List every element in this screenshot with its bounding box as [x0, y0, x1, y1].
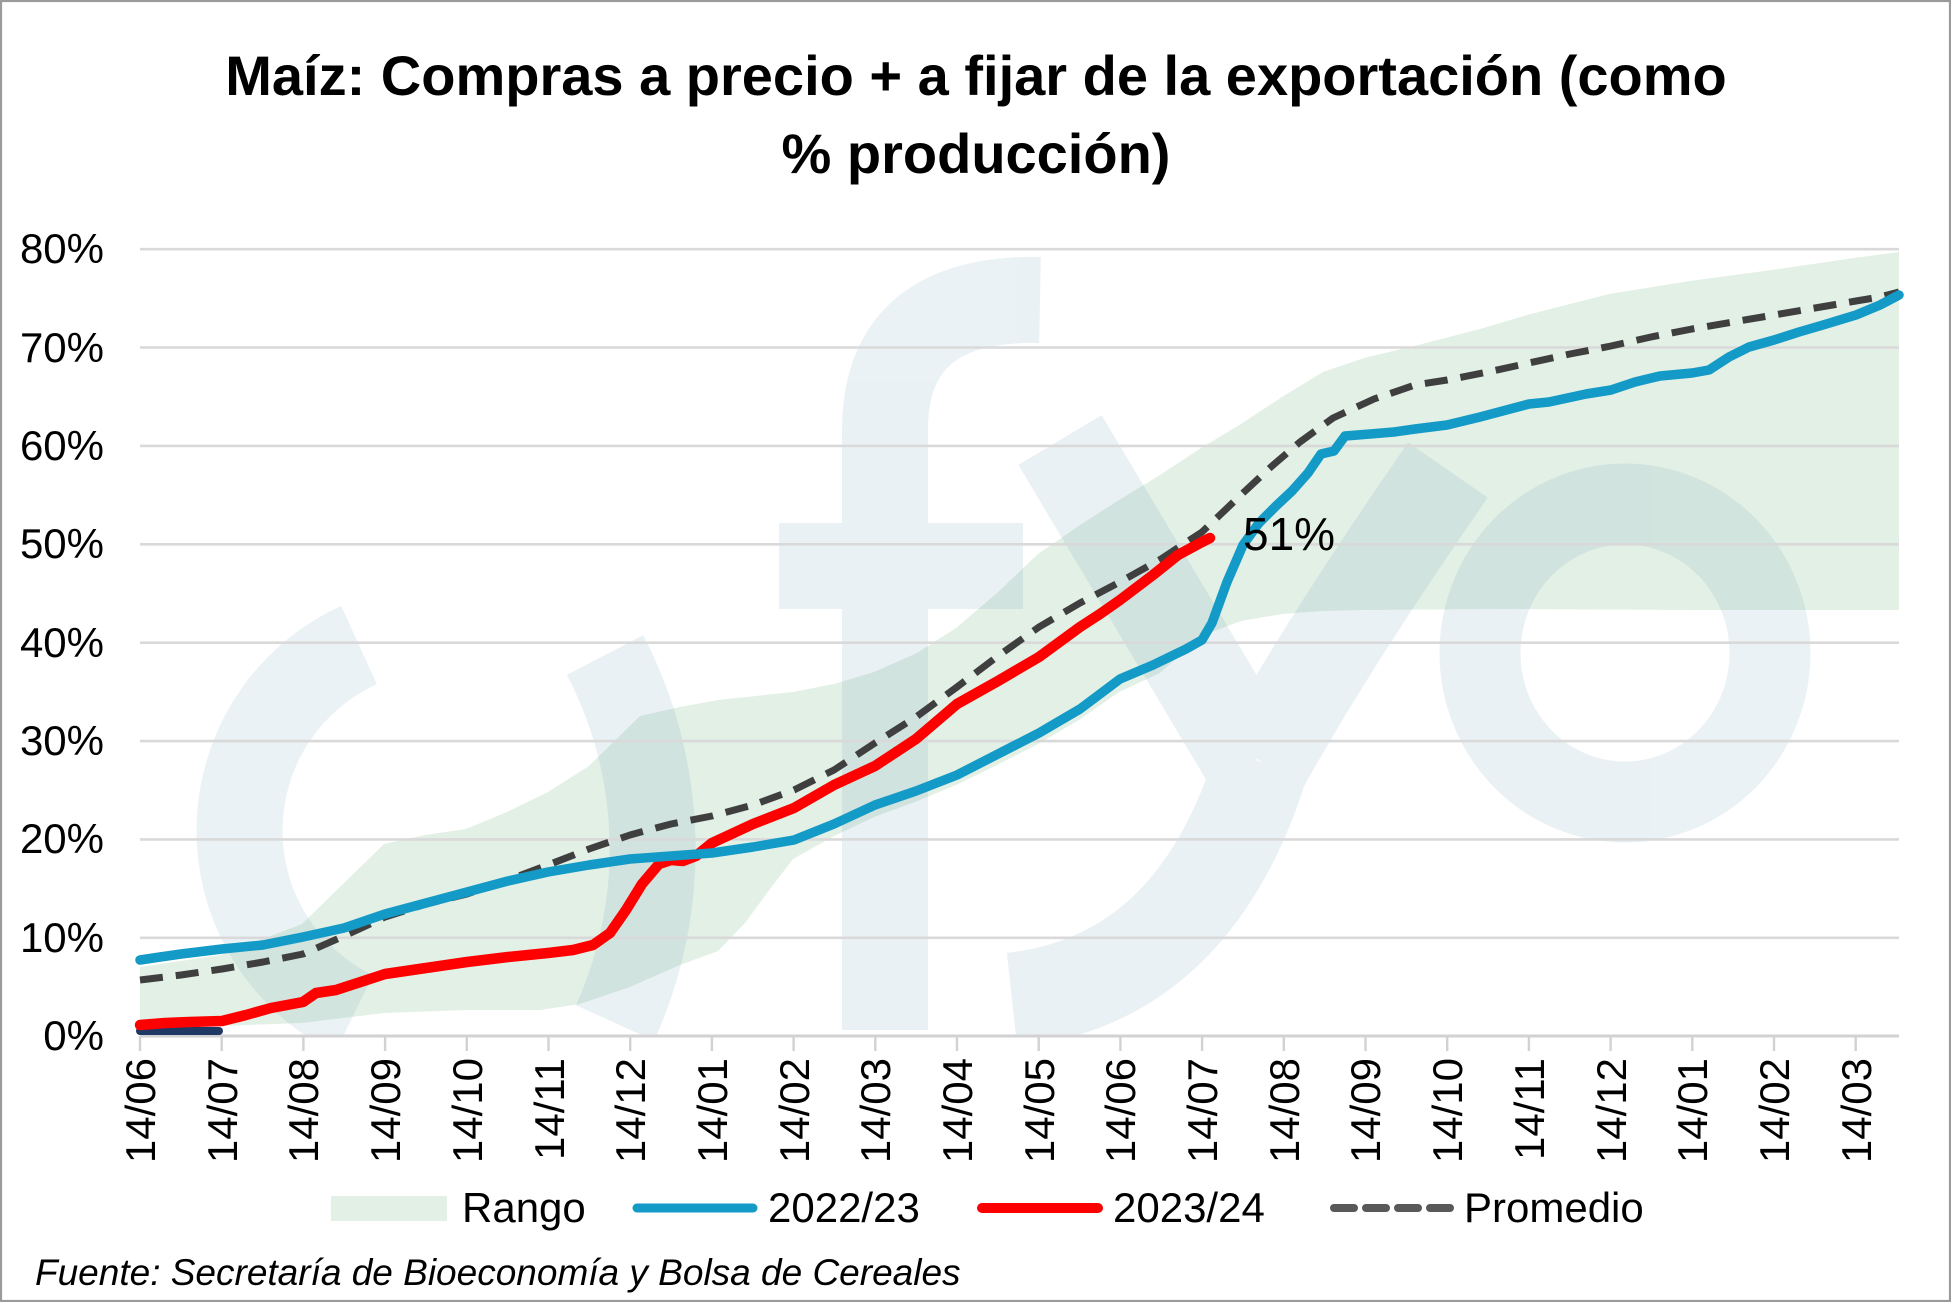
svg-text:2022/23: 2022/23 [768, 1184, 920, 1231]
svg-text:70%: 70% [20, 324, 104, 371]
svg-text:14/07: 14/07 [199, 1058, 246, 1163]
svg-text:20%: 20% [20, 815, 104, 862]
svg-text:51%: 51% [1243, 508, 1335, 560]
svg-text:14/05: 14/05 [1016, 1058, 1063, 1163]
svg-text:10%: 10% [20, 914, 104, 961]
svg-text:14/09: 14/09 [1342, 1058, 1389, 1163]
svg-text:% producción): % producción) [782, 122, 1171, 185]
svg-text:14/03: 14/03 [852, 1058, 899, 1163]
svg-text:Maíz: Compras a precio + a fij: Maíz: Compras a precio + a fijar de la e… [225, 44, 1727, 107]
svg-text:14/11: 14/11 [526, 1058, 573, 1160]
svg-text:2023/24: 2023/24 [1113, 1184, 1265, 1231]
svg-text:14/08: 14/08 [1261, 1058, 1308, 1163]
svg-text:14/03: 14/03 [1833, 1058, 1880, 1163]
svg-text:14/01: 14/01 [1669, 1058, 1716, 1163]
svg-text:40%: 40% [20, 619, 104, 666]
svg-text:50%: 50% [20, 520, 104, 567]
svg-text:14/04: 14/04 [934, 1058, 981, 1163]
svg-text:Rango: Rango [462, 1184, 586, 1231]
svg-text:Fuente: Secretaría de Bioecono: Fuente: Secretaría de Bioeconomía y Bols… [35, 1252, 961, 1293]
svg-text:14/07: 14/07 [1179, 1058, 1226, 1163]
svg-text:14/10: 14/10 [444, 1058, 491, 1163]
svg-text:80%: 80% [20, 225, 104, 272]
svg-text:14/01: 14/01 [689, 1058, 736, 1163]
svg-text:30%: 30% [20, 717, 104, 764]
svg-text:14/12: 14/12 [607, 1058, 654, 1163]
svg-text:14/06: 14/06 [1097, 1058, 1144, 1163]
svg-text:14/08: 14/08 [280, 1058, 327, 1163]
svg-text:14/06: 14/06 [117, 1058, 164, 1163]
svg-text:0%: 0% [43, 1012, 104, 1059]
svg-text:14/10: 14/10 [1424, 1058, 1471, 1163]
svg-text:14/02: 14/02 [771, 1058, 818, 1163]
svg-text:14/02: 14/02 [1751, 1058, 1798, 1163]
svg-text:60%: 60% [20, 422, 104, 469]
svg-text:14/12: 14/12 [1588, 1058, 1635, 1163]
svg-text:Promedio: Promedio [1464, 1184, 1644, 1231]
svg-text:14/11: 14/11 [1506, 1058, 1553, 1160]
svg-text:14/09: 14/09 [362, 1058, 409, 1163]
